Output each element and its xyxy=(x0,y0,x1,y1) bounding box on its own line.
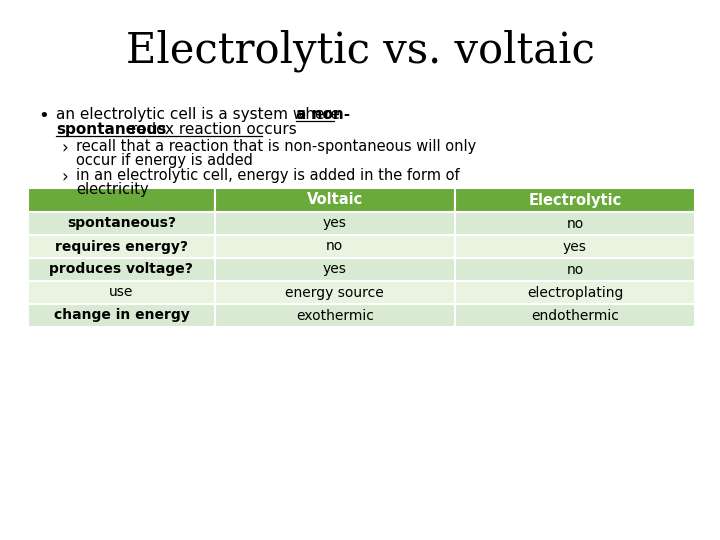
Text: spontaneous: spontaneous xyxy=(56,122,166,137)
Text: an electrolytic cell is a system where: an electrolytic cell is a system where xyxy=(56,107,345,122)
Text: occur if energy is added: occur if energy is added xyxy=(76,153,253,168)
Text: no: no xyxy=(326,240,343,253)
Bar xyxy=(28,212,215,235)
Text: no: no xyxy=(567,262,584,276)
Bar xyxy=(455,212,695,235)
Bar xyxy=(28,235,215,258)
Bar xyxy=(215,235,455,258)
Text: yes: yes xyxy=(323,217,347,231)
Text: •: • xyxy=(38,107,49,125)
Text: requires energy?: requires energy? xyxy=(55,240,188,253)
Bar xyxy=(215,304,455,327)
Bar xyxy=(215,212,455,235)
Text: endothermic: endothermic xyxy=(531,308,619,322)
Text: yes: yes xyxy=(323,262,347,276)
Bar xyxy=(455,258,695,281)
Bar xyxy=(455,304,695,327)
Text: no: no xyxy=(567,217,584,231)
Bar xyxy=(215,188,455,212)
Bar xyxy=(28,281,215,304)
Text: redox reaction occurs: redox reaction occurs xyxy=(127,122,297,137)
Text: Electrolytic: Electrolytic xyxy=(528,192,621,207)
Text: recall that a reaction that is non-spontaneous will only: recall that a reaction that is non-spont… xyxy=(76,139,476,154)
Bar xyxy=(455,188,695,212)
Text: use: use xyxy=(109,286,134,300)
Bar xyxy=(215,281,455,304)
Text: in an electrolytic cell, energy is added in the form of: in an electrolytic cell, energy is added… xyxy=(76,168,459,183)
Text: change in energy: change in energy xyxy=(53,308,189,322)
Bar xyxy=(455,235,695,258)
Text: electroplating: electroplating xyxy=(527,286,623,300)
Text: a non-: a non- xyxy=(296,107,350,122)
Bar xyxy=(28,304,215,327)
Text: ›: › xyxy=(61,168,68,186)
Bar xyxy=(215,258,455,281)
Text: Electrolytic vs. voltaic: Electrolytic vs. voltaic xyxy=(125,30,595,72)
Text: exothermic: exothermic xyxy=(296,308,374,322)
Text: ›: › xyxy=(61,139,68,157)
Text: electricity: electricity xyxy=(76,182,148,197)
Text: Voltaic: Voltaic xyxy=(307,192,363,207)
Text: spontaneous?: spontaneous? xyxy=(67,217,176,231)
Bar xyxy=(455,281,695,304)
Bar xyxy=(28,258,215,281)
Text: yes: yes xyxy=(563,240,587,253)
Bar xyxy=(28,188,215,212)
Text: produces voltage?: produces voltage? xyxy=(50,262,193,276)
Text: energy source: energy source xyxy=(285,286,384,300)
